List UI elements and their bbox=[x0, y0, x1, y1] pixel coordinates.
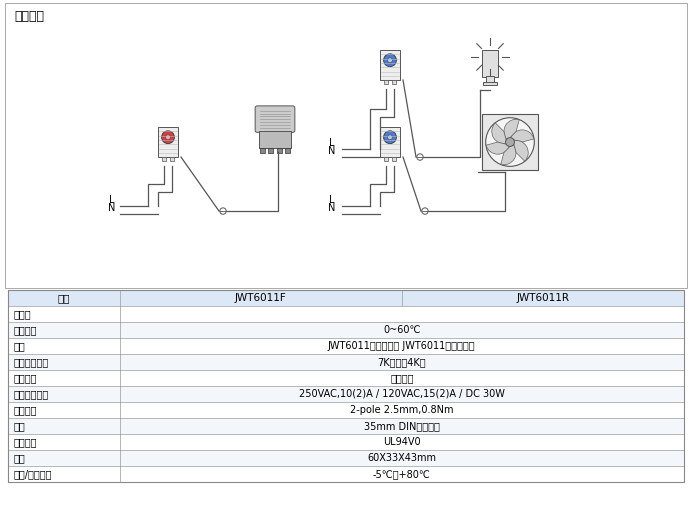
Bar bbox=[8, 386, 684, 402]
Bar bbox=[8, 402, 684, 418]
Text: N: N bbox=[327, 146, 335, 156]
FancyBboxPatch shape bbox=[255, 106, 295, 132]
Text: 电气连接: 电气连接 bbox=[14, 405, 37, 415]
Bar bbox=[483, 81, 497, 85]
Text: 操作/储存范围: 操作/储存范围 bbox=[14, 469, 53, 479]
Bar bbox=[482, 114, 538, 170]
Bar bbox=[402, 290, 684, 306]
Text: L: L bbox=[329, 138, 335, 148]
Text: JWT6011R: JWT6011R bbox=[516, 293, 570, 303]
Bar bbox=[8, 338, 684, 354]
Text: 双金属片: 双金属片 bbox=[390, 373, 414, 383]
Circle shape bbox=[383, 131, 397, 143]
Text: 状态: 状态 bbox=[14, 341, 26, 351]
Bar bbox=[170, 157, 174, 161]
Wedge shape bbox=[511, 130, 534, 142]
Circle shape bbox=[388, 58, 392, 63]
Text: 2-pole 2.5mm,0.8Nm: 2-pole 2.5mm,0.8Nm bbox=[350, 405, 453, 415]
Bar bbox=[8, 290, 120, 306]
Bar bbox=[8, 450, 684, 466]
Bar bbox=[8, 306, 684, 322]
Circle shape bbox=[388, 135, 392, 140]
Wedge shape bbox=[486, 142, 509, 154]
Bar bbox=[8, 290, 684, 482]
Text: 250VAC,10(2)A / 120VAC,15(2)A / DC 30W: 250VAC,10(2)A / 120VAC,15(2)A / DC 30W bbox=[299, 389, 504, 399]
Wedge shape bbox=[501, 144, 516, 165]
Bar bbox=[482, 50, 498, 77]
Bar bbox=[277, 148, 282, 153]
Text: 7K（正负4K）: 7K（正负4K） bbox=[377, 357, 426, 367]
Text: -5℃至+80℃: -5℃至+80℃ bbox=[373, 469, 430, 479]
Text: L: L bbox=[329, 195, 335, 205]
Text: 尺寸: 尺寸 bbox=[14, 453, 26, 463]
Bar bbox=[383, 157, 388, 161]
Text: 订货号: 订货号 bbox=[14, 309, 32, 319]
Bar bbox=[8, 466, 684, 482]
Bar bbox=[120, 290, 402, 306]
Bar bbox=[380, 50, 401, 80]
Bar bbox=[259, 131, 291, 148]
Wedge shape bbox=[513, 140, 528, 161]
Text: 安装图示: 安装图示 bbox=[14, 10, 44, 23]
Bar bbox=[158, 127, 179, 157]
Text: JWT6011常开（蓝） JWT6011常闭（红）: JWT6011常开（蓝） JWT6011常闭（红） bbox=[328, 341, 475, 351]
Bar bbox=[268, 148, 273, 153]
Circle shape bbox=[506, 138, 514, 147]
Text: JWT6011F: JWT6011F bbox=[235, 293, 286, 303]
Text: N: N bbox=[327, 203, 335, 213]
Bar bbox=[260, 148, 265, 153]
Circle shape bbox=[162, 131, 174, 143]
Bar bbox=[8, 322, 684, 338]
Text: UL94V0: UL94V0 bbox=[383, 437, 421, 447]
Bar bbox=[8, 370, 684, 386]
Bar bbox=[392, 80, 397, 84]
Text: 60X33X43mm: 60X33X43mm bbox=[367, 453, 436, 463]
Text: 最大切换容量: 最大切换容量 bbox=[14, 389, 49, 399]
Circle shape bbox=[486, 118, 534, 166]
Bar bbox=[8, 418, 684, 434]
Bar bbox=[392, 157, 397, 161]
Bar bbox=[285, 148, 291, 153]
Text: L: L bbox=[109, 195, 115, 205]
Bar bbox=[8, 434, 684, 450]
Bar bbox=[486, 77, 494, 82]
Circle shape bbox=[383, 54, 397, 67]
Text: 0~60℃: 0~60℃ bbox=[383, 325, 421, 335]
Bar bbox=[380, 127, 401, 157]
Text: 端子连接: 端子连接 bbox=[14, 437, 37, 447]
Wedge shape bbox=[492, 123, 507, 143]
Text: 35mm DIN导轨安装: 35mm DIN导轨安装 bbox=[364, 421, 439, 431]
Bar bbox=[8, 354, 684, 370]
Circle shape bbox=[165, 135, 170, 140]
Bar bbox=[383, 80, 388, 84]
Text: N: N bbox=[108, 203, 115, 213]
Text: 感应元件: 感应元件 bbox=[14, 373, 37, 383]
Wedge shape bbox=[504, 119, 519, 140]
Text: 温控范围: 温控范围 bbox=[14, 325, 37, 335]
Bar bbox=[162, 157, 166, 161]
Text: 型号: 型号 bbox=[57, 293, 70, 303]
Text: 切换温度公差: 切换温度公差 bbox=[14, 357, 49, 367]
Text: 安装: 安装 bbox=[14, 421, 26, 431]
